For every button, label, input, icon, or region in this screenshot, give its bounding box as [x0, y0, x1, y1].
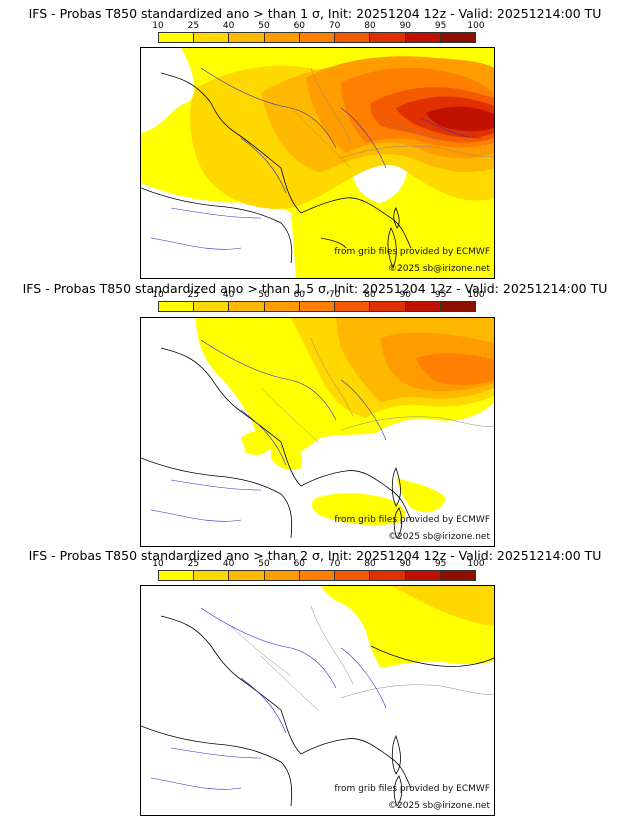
colorbar-swatches: [158, 32, 476, 43]
panel-1-title: IFS - Probas T850 standardized ano > tha…: [28, 6, 602, 21]
colorbar-swatch: [264, 33, 300, 42]
colorbar-tick: 10: [152, 21, 164, 31]
colorbar-tick: 70: [328, 559, 341, 569]
panel-3-title: IFS - Probas T850 standardized ano > tha…: [28, 548, 602, 563]
colorbar-swatch: [194, 33, 230, 42]
colorbar-swatch: [229, 571, 265, 580]
colorbar-tick: 80: [364, 21, 376, 31]
colorbar-swatch: [194, 302, 230, 311]
colorbar-swatch: [229, 302, 265, 311]
colorbar-tick: 40: [222, 290, 235, 300]
colorbar-swatch: [264, 302, 300, 311]
colorbar-tick: 80: [364, 290, 376, 300]
colorbar-swatch: [370, 571, 406, 580]
colorbar-swatches: [158, 301, 476, 312]
colorbar-tick: 40: [222, 559, 235, 569]
colorbar-swatch: [405, 33, 441, 42]
colorbar-swatch: [299, 33, 336, 42]
colorbar-swatches: [158, 570, 476, 581]
colorbar-tick: 25: [187, 21, 200, 31]
panel-2-map: from grib files provided by ECMWF ©2025 …: [140, 317, 495, 547]
colorbar-ticks: 10 25 40 50 60 70 80 90 95 100: [152, 559, 484, 570]
colorbar-swatch: [405, 302, 441, 311]
panel-2-title: IFS - Probas T850 standardized ano > tha…: [22, 281, 608, 296]
colorbar-tick: 95: [434, 21, 447, 31]
colorbar-tick: 95: [434, 290, 447, 300]
map-copyright: ©2025 sb@irizone.net: [388, 801, 490, 811]
map-source-credit: from grib files provided by ECMWF: [334, 515, 490, 525]
colorbar-tick: 100: [467, 21, 485, 31]
colorbar-tick: 50: [258, 290, 270, 300]
colorbar-tick: 90: [399, 290, 412, 300]
colorbar-swatch: [159, 302, 195, 311]
colorbar-tick: 70: [328, 290, 341, 300]
colorbar-swatch: [229, 33, 265, 42]
colorbar-swatch: [194, 571, 230, 580]
colorbar-tick: 90: [399, 559, 412, 569]
panel-1-map: from grib files provided by ECMWF ©2025 …: [140, 47, 495, 279]
probability-map: [141, 586, 494, 815]
colorbar-swatch: [440, 571, 475, 580]
colorbar-tick: 50: [258, 21, 270, 31]
panel-3-colorbar: 10 25 40 50 60 70 80 90 95 100: [152, 559, 485, 582]
panel-3-map: from grib files provided by ECMWF ©2025 …: [140, 585, 495, 816]
colorbar-tick: 80: [364, 559, 376, 569]
colorbar-swatch: [264, 571, 300, 580]
colorbar-swatch: [335, 302, 371, 311]
map-copyright: ©2025 sb@irizone.net: [388, 532, 490, 542]
colorbar-swatch: [370, 33, 406, 42]
colorbar-swatch: [299, 302, 336, 311]
colorbar-tick: 90: [399, 21, 412, 31]
colorbar-ticks: 10 25 40 50 60 70 80 90 95 100: [152, 290, 484, 301]
colorbar-tick: 25: [187, 559, 200, 569]
colorbar-tick: 60: [293, 290, 306, 300]
colorbar-tick: 25: [187, 290, 200, 300]
colorbar-tick: 60: [293, 21, 306, 31]
colorbar-tick: 60: [293, 559, 306, 569]
colorbar-swatch: [405, 571, 441, 580]
colorbar-tick: 100: [467, 559, 485, 569]
colorbar-tick: 95: [434, 559, 447, 569]
map-copyright: ©2025 sb@irizone.net: [388, 264, 490, 274]
panel-1-colorbar: 10 25 40 50 60 70 80 90 95 100: [152, 21, 485, 44]
colorbar-swatch: [335, 33, 371, 42]
probability-map: [141, 318, 494, 546]
colorbar-swatch: [159, 33, 195, 42]
colorbar-swatch: [159, 571, 195, 580]
colorbar-swatch: [335, 571, 371, 580]
colorbar-tick: 70: [328, 21, 341, 31]
colorbar-tick: 100: [467, 290, 485, 300]
colorbar-swatch: [299, 571, 336, 580]
colorbar-swatch: [440, 302, 475, 311]
probability-map: [141, 48, 494, 278]
colorbar-swatch: [440, 33, 475, 42]
colorbar-ticks: 10 25 40 50 60 70 80 90 95 100: [152, 21, 484, 32]
colorbar-tick: 50: [258, 559, 270, 569]
panel-2-colorbar: 10 25 40 50 60 70 80 90 95 100: [152, 290, 485, 313]
colorbar-tick: 40: [222, 21, 235, 31]
map-source-credit: from grib files provided by ECMWF: [334, 784, 490, 794]
colorbar-tick: 10: [152, 290, 164, 300]
colorbar-swatch: [370, 302, 406, 311]
map-source-credit: from grib files provided by ECMWF: [334, 247, 490, 257]
colorbar-tick: 10: [152, 559, 164, 569]
